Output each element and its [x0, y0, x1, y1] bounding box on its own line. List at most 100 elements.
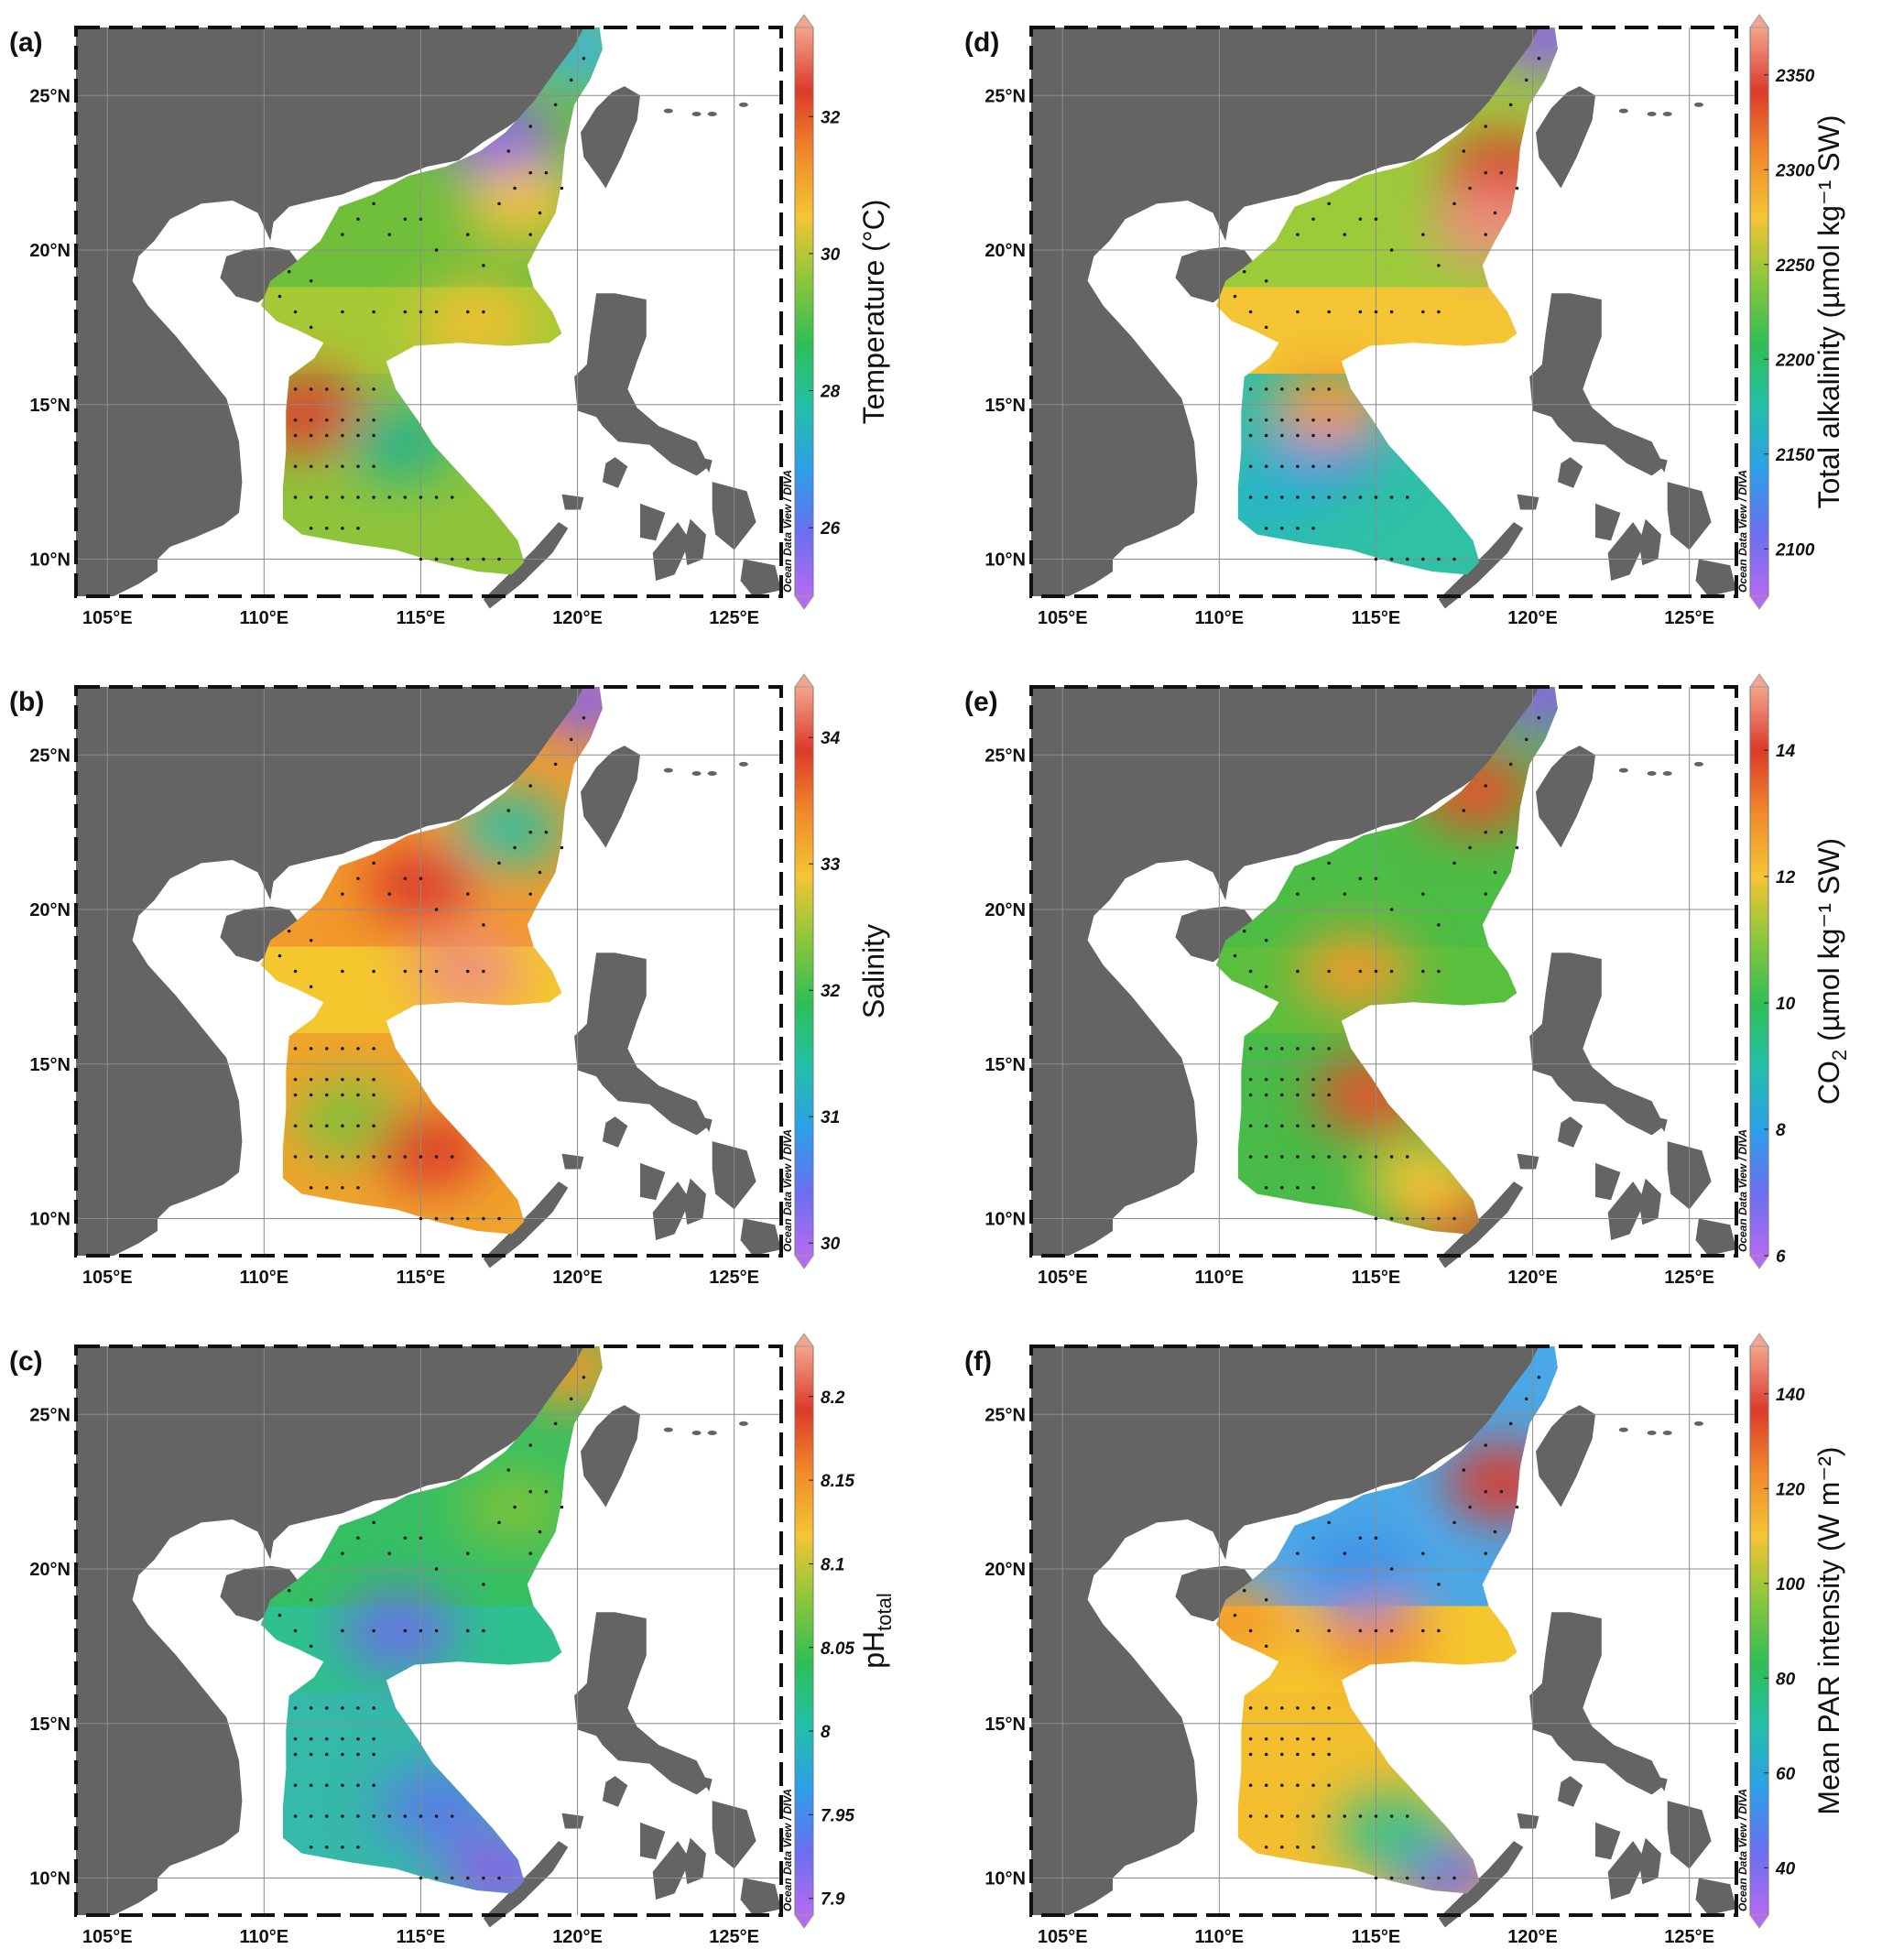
island	[1655, 457, 1668, 473]
lon-tick-label: 120°E	[1507, 608, 1558, 628]
hainan-island	[220, 1565, 299, 1622]
islet	[1662, 112, 1672, 116]
lon-tick-label: 125°E	[709, 1927, 759, 1947]
station-dot	[372, 201, 375, 206]
colorbar-tick-label: 8.05	[821, 1639, 854, 1659]
station-dot	[324, 433, 329, 438]
station-dot	[293, 1737, 298, 1741]
lon-tick-label: 105°E	[1038, 1268, 1088, 1288]
station-dot	[1493, 870, 1497, 875]
station-dot	[403, 1628, 408, 1633]
station-dot	[341, 1552, 344, 1555]
station-dot	[1420, 310, 1425, 314]
station-dot	[1296, 387, 1300, 391]
station-dot	[1296, 1093, 1300, 1097]
station-dot	[341, 1155, 344, 1159]
station-dot	[1296, 1047, 1300, 1051]
station-dot	[1296, 464, 1300, 469]
station-dot	[1327, 310, 1331, 314]
island	[1595, 503, 1621, 541]
island	[740, 1878, 781, 1915]
station-dot	[324, 1093, 329, 1097]
station-dot	[544, 830, 549, 834]
station-dot	[1311, 1047, 1315, 1051]
colorbar-tick-label: 2250	[1775, 256, 1815, 276]
station-dot	[1508, 103, 1513, 107]
field-hotspot	[342, 1592, 456, 1670]
island	[700, 1116, 713, 1132]
island	[1517, 1813, 1539, 1829]
island	[561, 1813, 584, 1829]
islet	[1618, 768, 1628, 773]
station-dot	[1468, 186, 1472, 191]
island	[1655, 1116, 1668, 1132]
station-dot	[341, 387, 344, 391]
colorbar-tick-label: 140	[1776, 1386, 1805, 1405]
station-dot	[465, 1552, 470, 1555]
station-dot	[372, 969, 375, 974]
station-dot	[1279, 495, 1284, 499]
colorbar-tick-label: 2300	[1775, 161, 1815, 180]
station-dot	[1537, 56, 1541, 60]
colorbar-tick-label: 100	[1776, 1575, 1805, 1595]
station-dot	[1499, 170, 1504, 175]
station-dot	[372, 1628, 375, 1633]
island	[561, 494, 584, 510]
station-dot	[1374, 217, 1378, 222]
station-dot	[1374, 1628, 1378, 1633]
station-dot	[372, 310, 375, 314]
station-dot	[482, 1876, 485, 1880]
island	[1655, 1776, 1668, 1791]
island	[1638, 1837, 1661, 1885]
station-dot	[450, 1876, 454, 1880]
mainland-land	[76, 687, 584, 1256]
station-dot	[372, 1783, 375, 1788]
station-dot	[1515, 186, 1519, 191]
colorbar-tick-label: 32	[821, 108, 841, 127]
luzon-island	[1529, 293, 1665, 476]
mainland-land	[76, 1346, 584, 1915]
station-dot	[1264, 464, 1268, 469]
station-dot	[1493, 1530, 1497, 1534]
station-dot	[1311, 1752, 1315, 1757]
station-dot	[1420, 1216, 1425, 1221]
station-dot	[482, 969, 485, 974]
odv-credit: Ocean Data View / DIVA	[1736, 470, 1749, 593]
lon-tick-label: 110°E	[240, 1927, 289, 1947]
colorbar	[1749, 1345, 1769, 1916]
station-dot	[1264, 495, 1268, 499]
colorbar	[794, 1345, 814, 1916]
graticule	[1031, 27, 1736, 596]
island	[640, 1822, 666, 1860]
station-dot	[1296, 1737, 1300, 1741]
island	[1557, 457, 1583, 488]
station-dot	[1279, 1155, 1284, 1159]
station-dot	[341, 433, 344, 438]
station-dot	[1311, 1845, 1315, 1849]
station-dot	[356, 418, 360, 422]
station-dot	[482, 1216, 485, 1221]
colorbar-tick-label: 2200	[1775, 351, 1815, 370]
station-layer	[277, 715, 586, 1221]
station-dot	[1420, 1552, 1425, 1555]
lon-tick-label: 110°E	[1195, 1927, 1245, 1947]
lon-tick-label: 125°E	[709, 608, 759, 628]
station-dot	[544, 1489, 549, 1494]
mainland-land	[1031, 687, 1539, 1256]
station-dot	[1508, 762, 1513, 767]
hainan-island	[1175, 1565, 1254, 1622]
map-svg: 105°E 110°E 115°E 120°E 125°E 25°N 20°N 15°N 10°…	[964, 673, 1851, 1288]
colorbar-tick-label: 31	[821, 1108, 840, 1127]
station-dot	[1499, 1489, 1504, 1494]
lon-tick-label: 120°E	[552, 1268, 603, 1288]
station-dot	[1242, 929, 1246, 933]
luzon-island	[574, 293, 710, 476]
station-dot	[341, 1124, 344, 1128]
taiwan-island	[581, 746, 640, 848]
station-dot	[1279, 1845, 1284, 1849]
island	[700, 457, 713, 473]
station-dot	[372, 464, 375, 469]
station-dot	[1248, 1077, 1253, 1082]
station-dot	[277, 1613, 282, 1617]
station-dot	[1264, 1124, 1268, 1128]
